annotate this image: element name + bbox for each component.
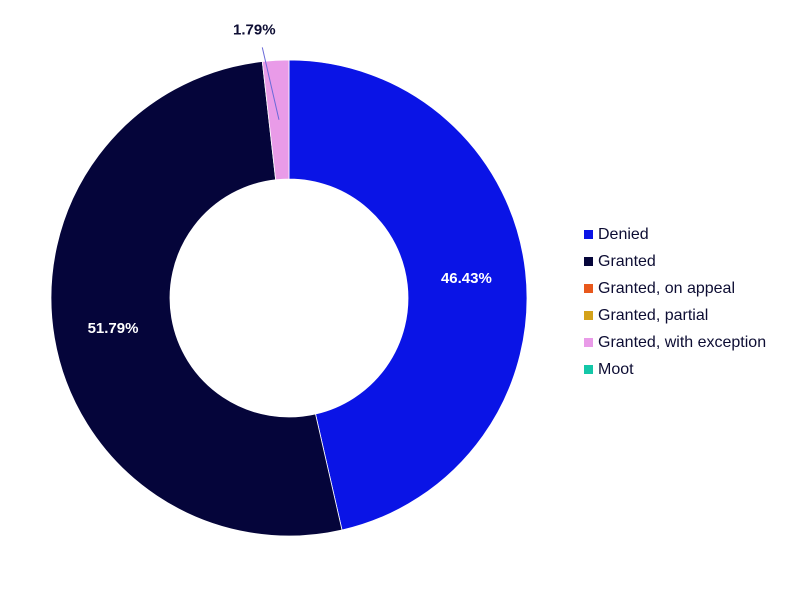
legend-swatch [584,338,593,347]
legend-item-granted-with-exception: Granted, with exception [584,329,766,356]
legend-label: Granted, with exception [598,333,767,351]
data-label-granted: 51.79% [88,320,139,337]
legend-label: Denied [598,225,649,243]
legend-item-moot: Moot [584,356,766,383]
legend-label: Moot [598,360,634,378]
legend-swatch [584,284,593,293]
legend-label: Granted, partial [598,306,709,324]
legend-swatch [584,230,593,239]
legend-swatch [584,257,593,266]
data-label-granted-with-exception: 1.79% [233,21,276,38]
legend-item-granted-on-appeal: Granted, on appeal [584,275,766,302]
legend-swatch [584,311,593,320]
slice-granted [50,61,343,537]
legend-item-denied: Denied [584,221,766,248]
chart-legend: Denied Granted Granted, on appeal Granted, … [584,221,766,383]
slice-denied [288,59,528,531]
legend-label: Granted, on appeal [598,279,735,297]
legend-item-granted-partial: Granted, partial [584,302,766,329]
legend-label: Granted [598,252,656,270]
data-label-denied: 46.43% [441,270,492,287]
legend-swatch [584,365,593,374]
slice-granted-with-exception [261,59,290,181]
leader-line-granted-with-exception [261,47,280,120]
legend-item-granted: Granted [584,248,766,275]
